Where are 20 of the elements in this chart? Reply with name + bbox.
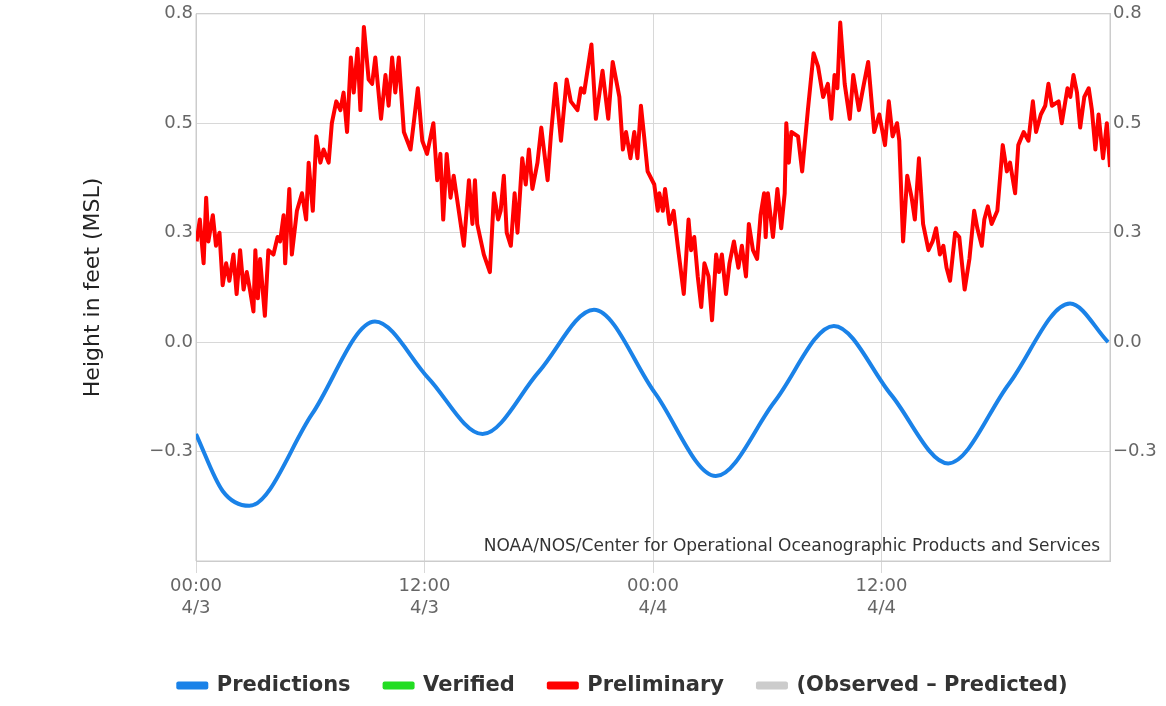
x-tick-label: 12:00 4/3 [398,574,451,618]
y2-tick-label: 0.3 [1113,220,1142,242]
x-tick-label: 00:00 4/3 [170,574,222,618]
y-tick-label: 0.3 [164,220,193,242]
y-tick-label: 0.8 [164,1,193,23]
y2-tick-label: 0.8 [1113,1,1142,23]
y2-tick-label: −0.3 [1113,439,1157,461]
legend-label: Preliminary [587,671,725,696]
x-tick-label: 00:00 4/4 [627,574,679,618]
y-tick-label: −0.3 [149,439,193,461]
legend-label: (Observed – Predicted) [796,671,1068,696]
y-axis-title: Height in feet (MSL) [78,177,104,398]
legend-label: Predictions [216,671,351,696]
y-tick-label: 0.0 [164,329,193,351]
annotation: NOAA/NOS/Center for Operational Oceanographic Products and Services [483,534,1101,555]
y2-tick-label: 0.0 [1113,329,1142,351]
legend-label: Verified [423,671,515,696]
y2-tick-label: 0.5 [1113,110,1142,132]
x-tick-label: 12:00 4/4 [855,574,908,618]
y-tick-label: 0.5 [164,110,193,132]
